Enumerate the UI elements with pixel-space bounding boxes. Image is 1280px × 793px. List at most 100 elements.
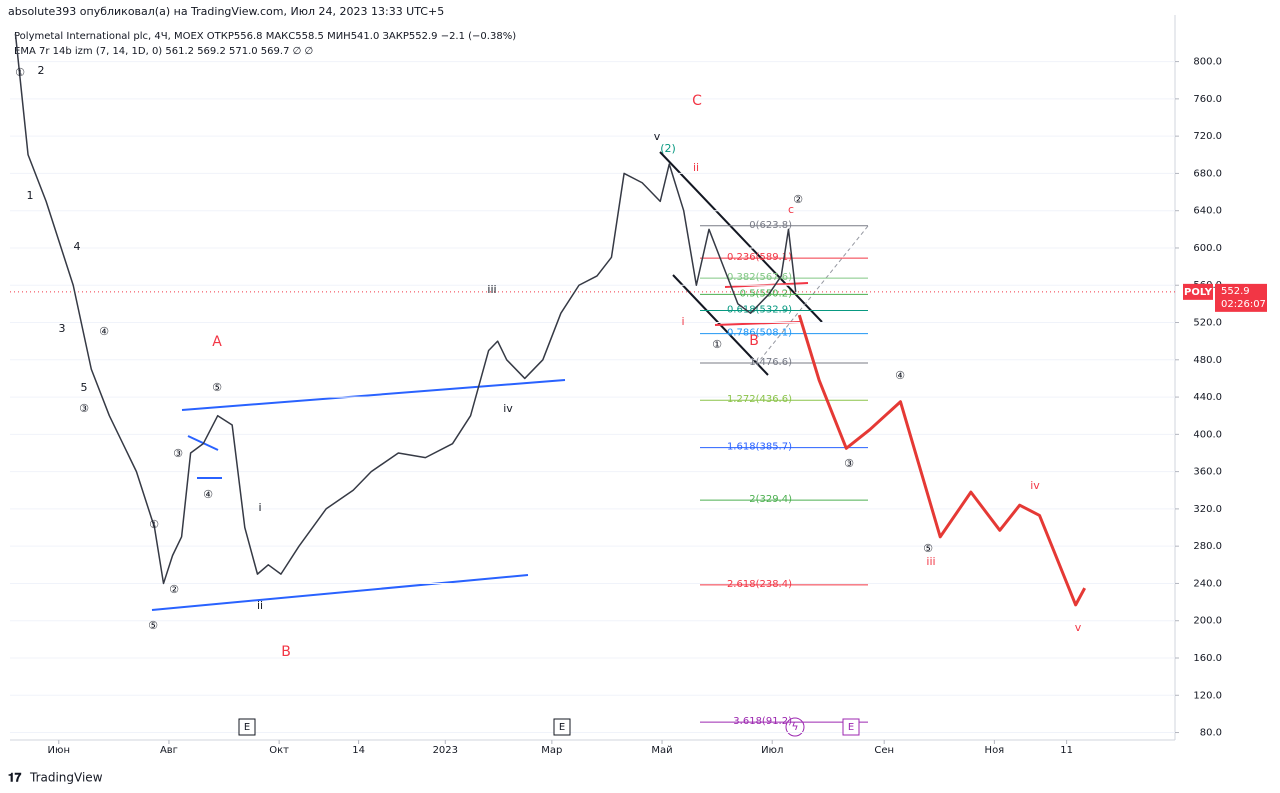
wave-label: i — [258, 501, 261, 514]
wave-label: (2) — [660, 142, 676, 155]
x-tick-label: 11 — [1060, 745, 1073, 756]
wave-label: i — [681, 315, 684, 328]
indicator: EMA 7r 14b izm (7, 14, 1D, 0) 561.2 569.… — [14, 46, 313, 57]
trend-line — [151, 574, 529, 611]
wave-label: iv — [503, 402, 513, 415]
fib-label: 0.618(532.9) — [727, 304, 792, 315]
fib-label: 0(623.8) — [749, 220, 792, 231]
wave-label: ii — [693, 161, 699, 174]
y-tick-label: 80.0 — [1200, 728, 1222, 739]
footer: TradingView — [29, 771, 103, 785]
wave-label: ④ — [895, 369, 905, 382]
author: absolute393 опубликовал(а) на TradingVie… — [8, 5, 444, 18]
wave-label: ⑤ — [212, 381, 222, 394]
wave-label: 5 — [81, 381, 88, 394]
wave-label: A — [212, 334, 222, 350]
wave-label: 2 — [38, 64, 45, 77]
fib-label: 0.786(508.1) — [727, 328, 792, 339]
wave-label: B — [749, 333, 759, 349]
event-label: E — [559, 722, 565, 733]
wave-label: iii — [926, 555, 935, 568]
timer: 02:26:07 — [1221, 299, 1266, 310]
wave-label: c — [788, 203, 794, 216]
wave-label: ③ — [173, 447, 183, 460]
event-label: E — [244, 722, 250, 733]
wave-label: ① — [149, 518, 159, 531]
x-tick-label: Май — [651, 745, 672, 756]
wave-label: ③ — [79, 402, 89, 415]
y-tick-label: 280.0 — [1193, 541, 1222, 552]
wave-label: 3 — [59, 322, 66, 335]
y-tick-label: 720.0 — [1193, 131, 1222, 142]
event-badge[interactable] — [842, 718, 860, 736]
forecast-path — [797, 314, 1087, 607]
y-tick-label: 480.0 — [1193, 355, 1222, 366]
fib-label: 0.236(589.1) — [727, 252, 792, 263]
x-tick-label: Сен — [874, 745, 894, 756]
symbol: POLY — [1184, 287, 1213, 298]
y-tick-label: 760.0 — [1193, 94, 1222, 105]
x-tick-label: Авг — [160, 745, 178, 756]
y-tick-label: 800.0 — [1193, 57, 1222, 68]
y-tick-label: 600.0 — [1193, 243, 1222, 254]
y-tick-label: 520.0 — [1193, 318, 1222, 329]
trend-line — [181, 379, 566, 411]
x-tick-label: Ноя — [985, 745, 1005, 756]
lightning-icon: ϟ — [791, 720, 798, 733]
fib-label: 0.382(567.6) — [727, 272, 792, 283]
legend: Polymetal International plc, 4Ч, MOEX ОТ… — [14, 31, 516, 42]
fib-label: 1(476.6) — [749, 357, 792, 368]
logo-mark: 𝟏𝟕 — [8, 771, 22, 785]
wave-label: ④ — [203, 488, 213, 501]
x-tick-label: 14 — [352, 745, 365, 756]
x-tick-label: Июн — [48, 745, 70, 756]
wave-label: v — [654, 130, 661, 143]
wave-label: 4 — [74, 240, 81, 253]
price-label: 552.9 — [1221, 286, 1250, 297]
x-tick-label: Мар — [541, 745, 562, 756]
y-tick-label: 240.0 — [1193, 578, 1222, 589]
fib-label: 1.618(385.7) — [727, 442, 792, 453]
fib-label: 2(329.4) — [749, 494, 792, 505]
channel-line — [659, 151, 823, 323]
wave-label: ④ — [99, 325, 109, 338]
y-tick-label: 320.0 — [1193, 504, 1222, 515]
wave-label: 1 — [27, 189, 34, 202]
y-tick-label: 640.0 — [1193, 206, 1222, 217]
wave-label: ② — [169, 583, 179, 596]
wave-label: ⑤ — [148, 619, 158, 632]
price-line — [14, 33, 797, 585]
wave-label: ① — [712, 338, 722, 351]
fib-label: 2.618(238.4) — [727, 579, 792, 590]
symbol-tag — [1183, 283, 1213, 300]
wave-label: iv — [1030, 479, 1040, 492]
y-tick-label: 360.0 — [1193, 467, 1222, 478]
x-tick-label: 2023 — [433, 745, 458, 756]
tv-logo: 𝟏𝟕 TradingView — [8, 771, 103, 785]
fib-label: 1.272(436.6) — [727, 394, 792, 405]
y-tick-label: 160.0 — [1193, 653, 1222, 664]
wave-label: ① — [15, 66, 25, 79]
y-tick-label: 200.0 — [1193, 616, 1222, 627]
fib-label: 0.5(550.2) — [740, 288, 792, 299]
event-badge[interactable] — [238, 718, 256, 736]
fib-label: 3.618(91.2) — [733, 716, 792, 727]
event-label: E — [848, 722, 854, 733]
y-tick-label: 440.0 — [1193, 392, 1222, 403]
wave-label: iii — [487, 283, 496, 296]
wave-label: ② — [793, 193, 803, 206]
x-tick-label: Окт — [269, 745, 289, 756]
y-tick-label: 120.0 — [1193, 690, 1222, 701]
wave-label: ③ — [844, 457, 854, 470]
wave-label: ⑤ — [923, 542, 933, 555]
event-badge[interactable] — [553, 718, 571, 736]
trend-lines — [151, 151, 869, 611]
y-tick-label: 680.0 — [1193, 168, 1222, 179]
wave-label: C — [692, 93, 702, 109]
wave-label: B — [281, 644, 291, 660]
x-tick-label: Июл — [761, 745, 783, 756]
wave-label: v — [1075, 621, 1082, 634]
y-tick-label: 400.0 — [1193, 429, 1222, 440]
